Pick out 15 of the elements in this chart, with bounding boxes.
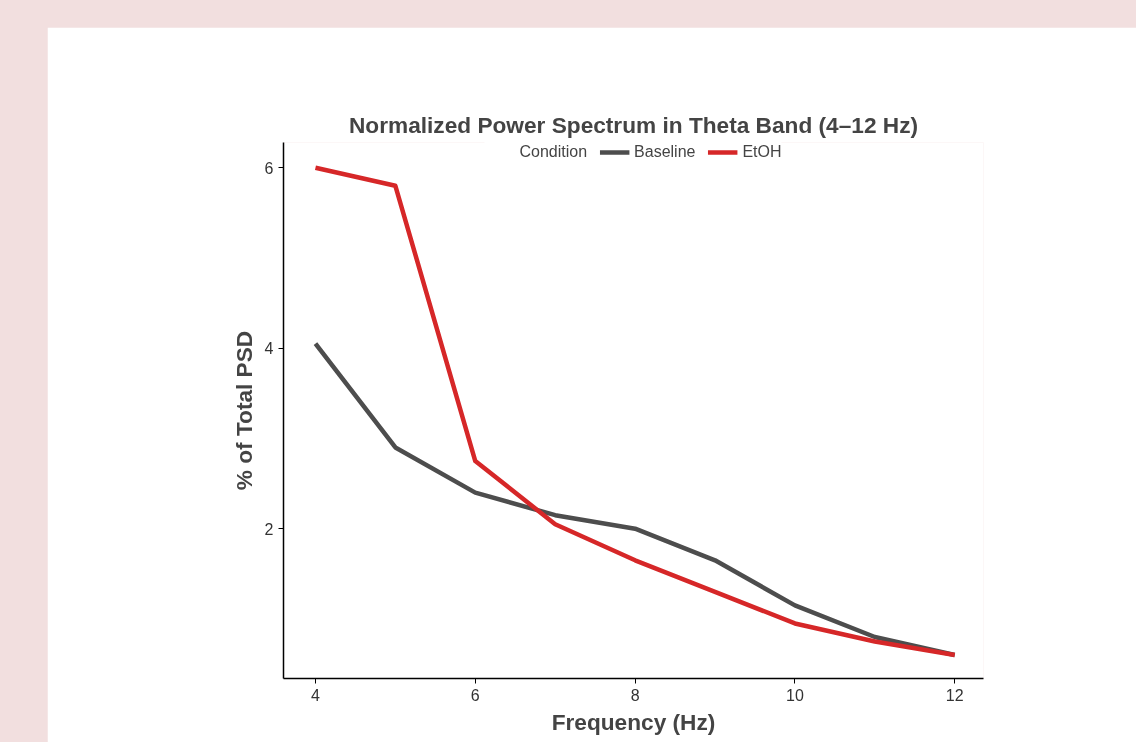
x-axis-title: Frequency (Hz) <box>551 708 716 735</box>
x-tick-label: 10 <box>786 686 804 704</box>
line-series <box>313 165 957 658</box>
x-tick-label: 4 <box>311 686 321 704</box>
y-tick-label: 2 <box>264 520 274 538</box>
legend-label: Baseline <box>634 143 696 161</box>
x-tick-label: 8 <box>630 686 640 704</box>
x-tick-label: 12 <box>945 686 964 704</box>
x-tick-label: 6 <box>470 686 480 704</box>
legend-label: EtOH <box>742 143 782 161</box>
y-axis-title: % of Total PSD <box>230 330 257 491</box>
legend-title: Condition <box>519 143 588 161</box>
y-tick-label: 6 <box>264 159 274 177</box>
chart-title: Normalized Power Spectrum in Theta Band (4–12 Hz) <box>348 111 919 138</box>
y-tick-label: 4 <box>264 340 274 358</box>
